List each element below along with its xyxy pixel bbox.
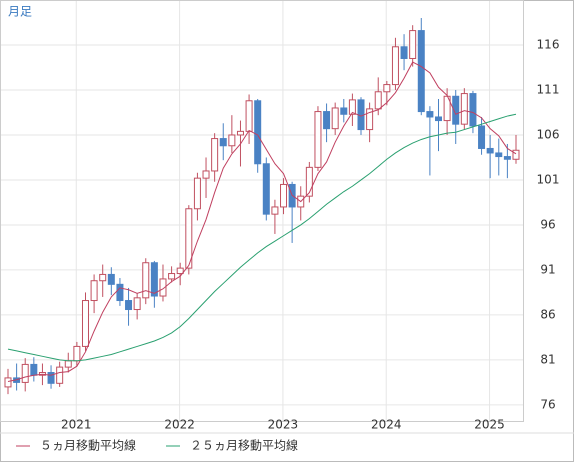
candle-body	[228, 134, 236, 147]
x-tick-label: 2021	[61, 418, 92, 432]
candle-body	[400, 46, 408, 59]
candle-body	[331, 107, 339, 130]
candle-body	[340, 107, 348, 115]
y-tick-label: 96	[540, 217, 555, 231]
x-tick-label: 2022	[164, 418, 195, 432]
candle-body	[99, 273, 107, 282]
candle-body	[391, 46, 399, 86]
candle-body	[503, 156, 511, 160]
y-tick-label: 101	[537, 172, 560, 186]
candle-body	[64, 360, 72, 368]
candle-body	[469, 93, 477, 127]
candle-body	[202, 170, 210, 179]
legend-label: ２５ヵ月移動平均線	[190, 438, 298, 453]
candle-body	[435, 116, 442, 122]
candle-body	[159, 278, 167, 297]
candle-body	[478, 125, 486, 149]
candle-body	[280, 183, 288, 208]
candle-body	[47, 372, 55, 384]
candle-body	[314, 111, 322, 168]
candle-body	[452, 95, 460, 125]
legend-label: ５ヵ月移動平均線	[40, 438, 136, 453]
y-tick-label: 86	[540, 307, 555, 321]
candle-body	[4, 377, 12, 388]
candle-body	[254, 100, 262, 165]
candle-body	[366, 108, 374, 131]
candle-body	[150, 262, 158, 297]
x-tick-label: 2025	[474, 418, 505, 432]
candle-body	[348, 99, 356, 115]
candle-body	[236, 130, 244, 136]
candle-body	[168, 273, 176, 280]
candle-body	[262, 163, 270, 215]
candle-body	[107, 273, 115, 285]
candle-body	[374, 91, 382, 110]
candle-body	[323, 111, 331, 130]
candle-body	[426, 111, 434, 118]
y-tick-label: 91	[540, 262, 555, 276]
plot-area	[0, 0, 524, 422]
candle-body	[56, 366, 64, 384]
candle-body	[193, 177, 201, 210]
y-tick-label: 76	[540, 397, 555, 411]
candle-body	[30, 363, 38, 376]
chart-title: 月足	[8, 5, 32, 19]
y-tick-label: 81	[540, 352, 555, 366]
candle-body	[90, 280, 98, 302]
y-tick-label: 116	[537, 37, 560, 51]
y-tick-label: 106	[537, 127, 560, 141]
candle-body	[219, 138, 227, 147]
candle-body	[245, 100, 253, 132]
candle-body	[21, 363, 29, 383]
candle-body	[383, 84, 391, 93]
candle-body	[305, 166, 313, 197]
x-tick-label: 2024	[371, 418, 402, 432]
candle-body	[81, 300, 89, 347]
candle-body	[486, 147, 494, 154]
candle-body	[271, 206, 279, 215]
candle-body	[211, 138, 219, 172]
candle-body	[460, 93, 468, 125]
candle-body	[512, 149, 520, 160]
x-tick-label: 2023	[268, 418, 299, 432]
candle-body	[417, 30, 425, 113]
candle-body	[495, 152, 503, 158]
moving-average-line	[7, 61, 517, 382]
candle-body	[125, 300, 133, 311]
candle-body	[116, 283, 124, 302]
y-tick-label: 111	[537, 82, 560, 96]
candle-body	[133, 297, 141, 311]
candle-body	[176, 267, 184, 275]
candle-body	[73, 345, 81, 362]
candle-body	[409, 30, 417, 59]
candle-body	[185, 208, 193, 269]
candle-body	[142, 262, 150, 299]
moving-average-line	[7, 113, 517, 362]
